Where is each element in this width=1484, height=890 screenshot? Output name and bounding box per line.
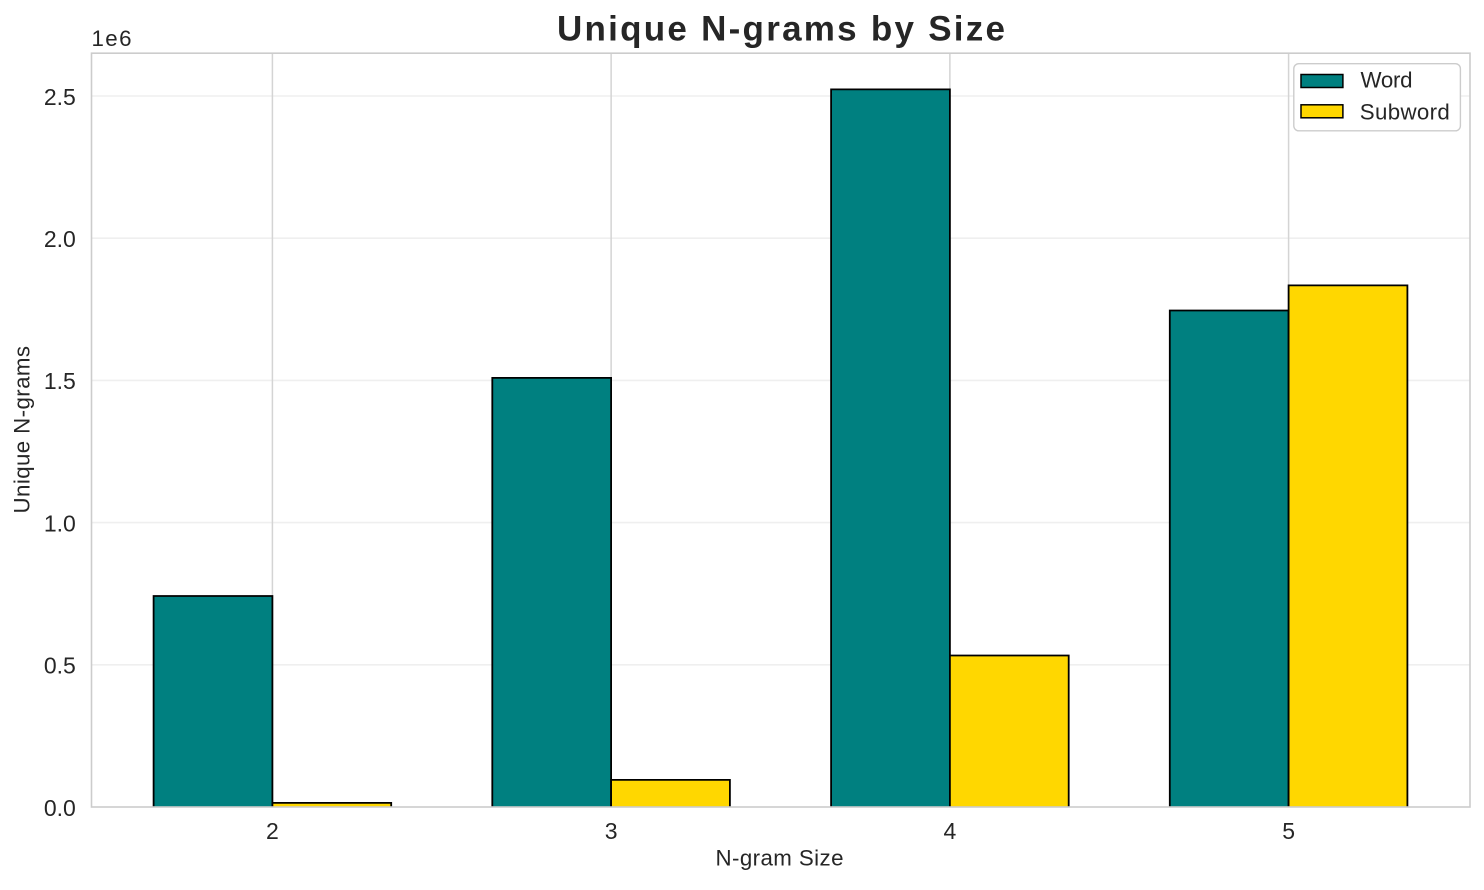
svg-text:1e6: 1e6 [92, 26, 132, 51]
svg-text:2: 2 [266, 818, 279, 844]
svg-text:2.0: 2.0 [44, 226, 76, 252]
svg-text:0.5: 0.5 [44, 653, 76, 679]
svg-text:Unique N-grams: Unique N-grams [9, 346, 34, 514]
svg-text:1.0: 1.0 [44, 510, 76, 536]
svg-text:4: 4 [943, 818, 956, 844]
svg-text:5: 5 [1282, 818, 1295, 844]
svg-text:0.0: 0.0 [44, 795, 76, 821]
svg-text:2.5: 2.5 [44, 84, 76, 110]
svg-text:1.5: 1.5 [44, 368, 76, 394]
svg-text:N-gram Size: N-gram Size [716, 846, 844, 871]
svg-text:3: 3 [605, 818, 618, 844]
svg-text:Word: Word [1361, 68, 1413, 93]
svg-text:Subword: Subword [1360, 99, 1450, 124]
